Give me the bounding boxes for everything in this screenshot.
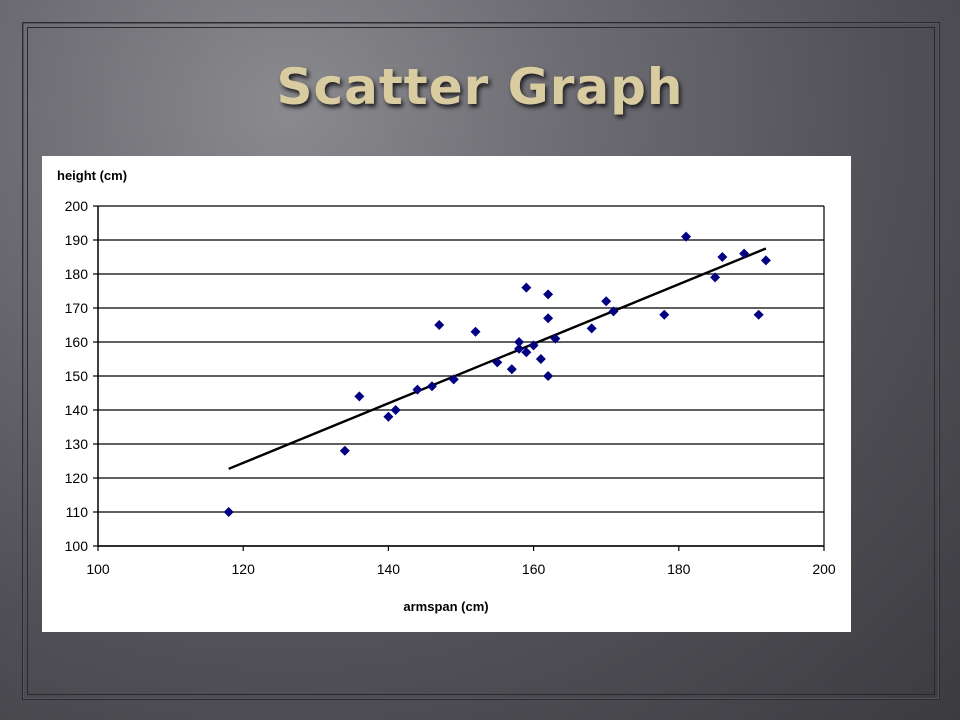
slide-frame xyxy=(22,22,940,700)
y-tick-label: 120 xyxy=(65,470,89,486)
data-point xyxy=(448,374,459,385)
data-point xyxy=(426,381,437,392)
data-point xyxy=(717,252,728,262)
x-tick-label: 100 xyxy=(86,561,110,577)
data-point xyxy=(753,309,764,320)
x-tick-label: 160 xyxy=(522,561,546,577)
axes xyxy=(93,205,825,551)
data-point xyxy=(535,354,546,364)
x-tick-label: 140 xyxy=(377,561,401,577)
data-points xyxy=(223,231,771,517)
data-point xyxy=(514,337,525,347)
data-point xyxy=(543,313,554,324)
y-tick-labels: 100 110 120 130 140 150 160 170 180 190 200 xyxy=(65,198,89,554)
data-point xyxy=(601,296,612,307)
slide-title: Scatter Graph xyxy=(276,58,684,116)
data-point xyxy=(412,384,423,395)
data-point xyxy=(543,289,554,300)
data-point xyxy=(543,371,554,381)
y-tick-label: 150 xyxy=(65,368,89,384)
x-tick-labels: 100 120 140 160 180 200 xyxy=(86,561,836,577)
x-tick-label: 180 xyxy=(667,561,691,577)
y-axis-label: height (cm) xyxy=(57,168,127,183)
y-tick-label: 180 xyxy=(65,266,89,282)
y-tick-label: 200 xyxy=(65,198,89,214)
y-tick-label: 160 xyxy=(65,334,89,350)
data-point xyxy=(521,282,532,293)
data-point xyxy=(470,326,481,337)
data-point xyxy=(521,347,532,358)
data-point xyxy=(383,411,394,422)
data-point xyxy=(659,309,670,320)
data-point xyxy=(550,333,561,344)
y-tick-label: 100 xyxy=(65,538,89,554)
data-point xyxy=(681,231,692,242)
y-tick-label: 130 xyxy=(65,436,89,452)
y-tick-label: 190 xyxy=(65,232,89,248)
data-point xyxy=(390,405,401,415)
data-point xyxy=(710,272,721,283)
y-tick-label: 140 xyxy=(65,402,89,418)
x-axis-label: armspan (cm) xyxy=(403,599,488,614)
scatter-chart: height (cm) armspan (cm) 100 110 120 130 140… xyxy=(57,168,836,614)
data-point xyxy=(608,306,619,317)
data-point xyxy=(760,255,771,266)
data-point xyxy=(354,391,365,402)
x-tick-label: 120 xyxy=(232,561,256,577)
data-point xyxy=(528,340,539,351)
data-point xyxy=(514,343,525,354)
data-point xyxy=(339,445,350,456)
chart-panel: height (cm) armspan (cm) 100 110 120 130 140… xyxy=(42,156,851,632)
data-point xyxy=(492,357,503,368)
y-tick-label: 110 xyxy=(66,504,89,520)
gridlines xyxy=(98,205,824,547)
data-point xyxy=(223,507,234,517)
data-point xyxy=(434,320,445,330)
data-point xyxy=(586,323,597,334)
y-tick-label: 170 xyxy=(65,300,89,316)
x-tick-label: 200 xyxy=(812,561,836,577)
data-point xyxy=(739,248,750,259)
data-point xyxy=(506,364,517,375)
